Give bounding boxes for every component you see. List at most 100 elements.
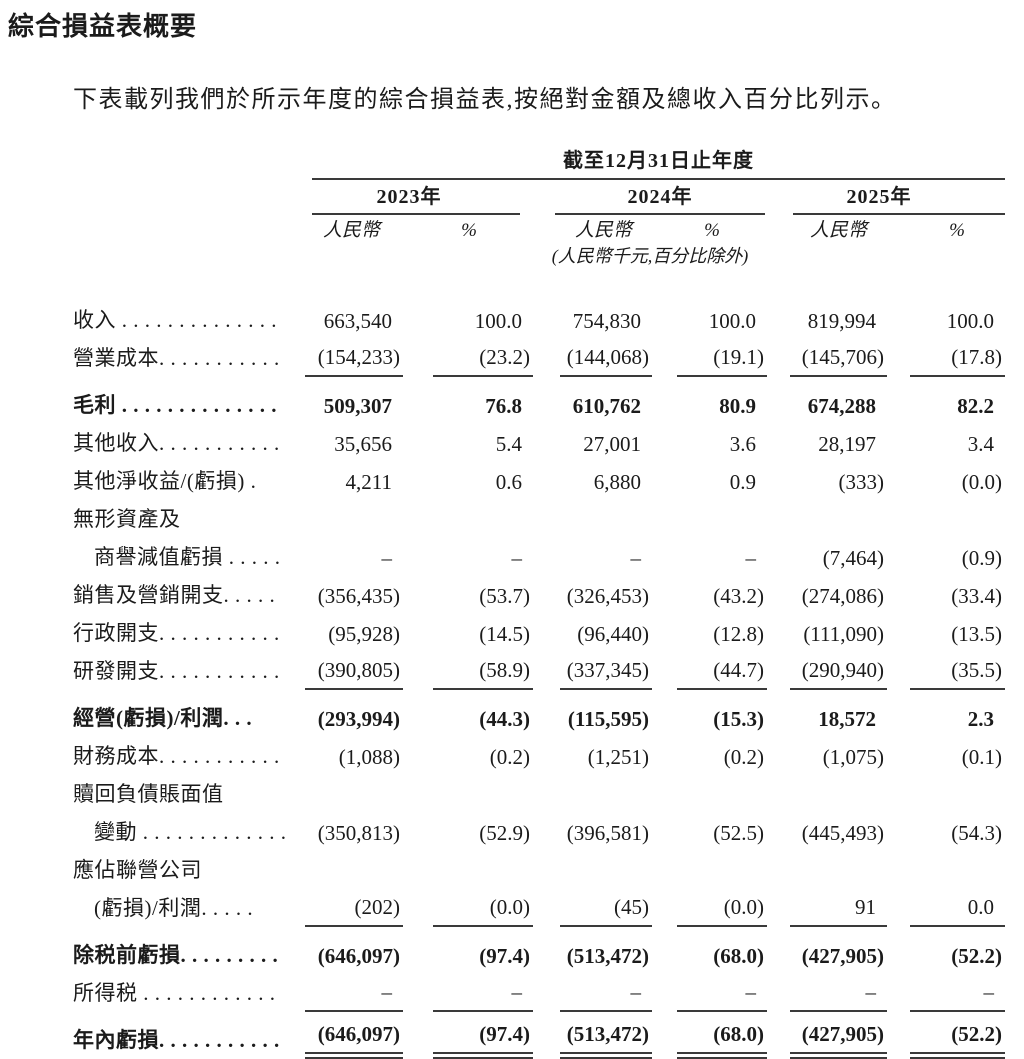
cell-other-income-c6: 3.4 [887, 424, 1005, 462]
cell-operating-loss-profit-c3: (115,595) [533, 690, 652, 737]
cell-rd-expenses-c3: (337,345) [533, 652, 652, 690]
row-redemption-liabilities-line: 贖回負債賬面值 [73, 775, 1005, 813]
cell-loss-for-year-c2: (97.4) [403, 1012, 533, 1059]
row-administrative-expenses: 行政開支. . . . . . . . . . . (95,928) (14.5) (… [73, 614, 1005, 652]
cell-administrative-expenses-c6: (13.5) [887, 614, 1005, 652]
cell-income-tax-c1: – [305, 974, 403, 1012]
value: (646,097) [317, 944, 400, 968]
period-header-row: 截至12月31日止年度 [73, 144, 1005, 180]
document-page: { "page": { "title": "綜合損益表概要", "intro":… [0, 6, 1024, 1059]
spacer-cell [73, 215, 305, 242]
cell-selling-marketing-expenses-c5: (274,086) [767, 576, 887, 614]
value: (427,905) [801, 944, 884, 968]
cell-finance-costs-c2: (0.2) [403, 737, 533, 775]
page-title: 綜合損益表概要 [8, 11, 198, 41]
value: – [745, 546, 757, 570]
year-2024-cell: 2024年 [533, 180, 767, 215]
cell-redemption-liabilities-line-c6 [887, 775, 1005, 813]
value: 754,830 [572, 309, 641, 333]
cell-finance-costs-c6: (0.1) [887, 737, 1005, 775]
cell-revenue-c2: 100.0 [403, 268, 533, 339]
row-label-goodwill-impairment: 商譽減值虧損 . . . . . [94, 545, 281, 569]
value: (53.7) [479, 584, 530, 608]
row-label-finance-costs: 財務成本. . . . . . . . . . . [73, 744, 280, 768]
value: (54.3) [951, 821, 1002, 845]
value: (68.0) [713, 944, 764, 968]
value: (68.0) [677, 1022, 767, 1059]
cell-associates-share-c4: (0.0) [652, 889, 767, 927]
cell-redemption-change-c3: (396,581) [533, 813, 652, 851]
value: (427,905) [790, 1022, 887, 1059]
row-finance-costs: 財務成本. . . . . . . . . . . (1,088) (0.2) (1,… [73, 737, 1005, 775]
cell-operating-loss-profit-c1: (293,994) [305, 690, 403, 737]
value: – [305, 980, 403, 1012]
value: (52.9) [479, 821, 530, 845]
cell-finance-costs-c1: (1,088) [305, 737, 403, 775]
row-label-associates-share: (虧損)/利潤. . . . . [94, 896, 254, 920]
row-other-income: 其他收入. . . . . . . . . . . 35,656 5.4 27,001… [73, 424, 1005, 462]
cell-loss-for-year-c5: (427,905) [767, 1012, 887, 1059]
value: (1,075) [822, 745, 884, 769]
value: (14.5) [479, 622, 530, 646]
value: (97.4) [433, 1022, 533, 1059]
cell-associates-line-c1 [305, 851, 403, 889]
row-label-associates-line: 應佔聯營公司 [73, 858, 202, 882]
row-label-redemption-liabilities-line: 贖回負債賬面值 [73, 782, 224, 806]
row-rd-expenses: 研發開支. . . . . . . . . . . (390,805) (58.9)… [73, 652, 1005, 690]
value: (513,472) [566, 944, 649, 968]
row-label-loss-for-year: 年內虧損. . . . . . . . . . . [73, 1028, 280, 1052]
value: (0.0) [433, 895, 533, 927]
cell-administrative-expenses-c2: (14.5) [403, 614, 533, 652]
value: 610,762 [572, 394, 641, 418]
cell-operating-loss-profit-c4: (15.3) [652, 690, 767, 737]
row-revenue: 收入 . . . . . . . . . . . . . . 663,540 100… [73, 268, 1005, 339]
value: (33.4) [951, 584, 1002, 608]
cell-redemption-change-c2: (52.9) [403, 813, 533, 851]
cell-loss-for-year-c1: (646,097) [305, 1012, 403, 1059]
value: 100.0 [946, 309, 994, 333]
value: (274,086) [801, 584, 884, 608]
cell-associates-share-c6: 0.0 [887, 889, 1005, 927]
spacer-cell [767, 242, 1005, 268]
row-label-revenue: 收入 . . . . . . . . . . . . . . [73, 308, 277, 332]
cell-other-income-c5: 28,197 [767, 424, 887, 462]
value: 509,307 [323, 394, 392, 418]
value: 6,880 [593, 470, 641, 494]
row-other-net-gains-losses: 其他淨收益/(虧損) . 4,211 0.6 6,880 0.9 (333) (0.0) [73, 462, 1005, 500]
cell-income-tax-c4: – [652, 974, 767, 1012]
cell-cost-of-sales-c1: (154,233) [305, 339, 403, 377]
value: (115,595) [567, 707, 649, 731]
cell-other-income-c1: 35,656 [305, 424, 403, 462]
cell-redemption-change-c6: (54.3) [887, 813, 1005, 851]
value: (333) [838, 470, 885, 494]
cell-selling-marketing-expenses-c6: (33.4) [887, 576, 1005, 614]
value: (396,581) [566, 821, 649, 845]
value: (1,251) [587, 745, 649, 769]
value: 2.3 [967, 707, 994, 731]
value: (202) [305, 895, 403, 927]
cell-selling-marketing-expenses-c1: (356,435) [305, 576, 403, 614]
cell-associates-line-c4 [652, 851, 767, 889]
cell-loss-before-tax-c4: (68.0) [652, 927, 767, 974]
cell-redemption-liabilities-line-c1 [305, 775, 403, 813]
value: 3.4 [967, 432, 994, 456]
value: (15.3) [713, 707, 764, 731]
cell-administrative-expenses-c5: (111,090) [767, 614, 887, 652]
value: – [511, 546, 523, 570]
value: 3.6 [729, 432, 756, 456]
subheader-pct-2025: % [949, 220, 965, 241]
cell-income-tax-c2: – [403, 974, 533, 1012]
year-2024-label: 2024年 [555, 180, 765, 215]
value: (13.5) [951, 622, 1002, 646]
value: (35.5) [910, 658, 1005, 690]
cell-loss-before-tax-c1: (646,097) [305, 927, 403, 974]
cell-operating-loss-profit-c5: 18,572 [767, 690, 887, 737]
subheader-rmb-2025: 人民幣 [810, 220, 868, 241]
value: (44.3) [479, 707, 530, 731]
cell-goodwill-impairment-c5: (7,464) [767, 538, 887, 576]
value: (390,805) [305, 658, 403, 690]
value: – [677, 980, 767, 1012]
cell-cost-of-sales-c2: (23.2) [403, 339, 533, 377]
row-selling-marketing-expenses: 銷售及營銷開支. . . . . (356,435) (53.7) (326,453)… [73, 576, 1005, 614]
value: 819,994 [807, 309, 876, 333]
